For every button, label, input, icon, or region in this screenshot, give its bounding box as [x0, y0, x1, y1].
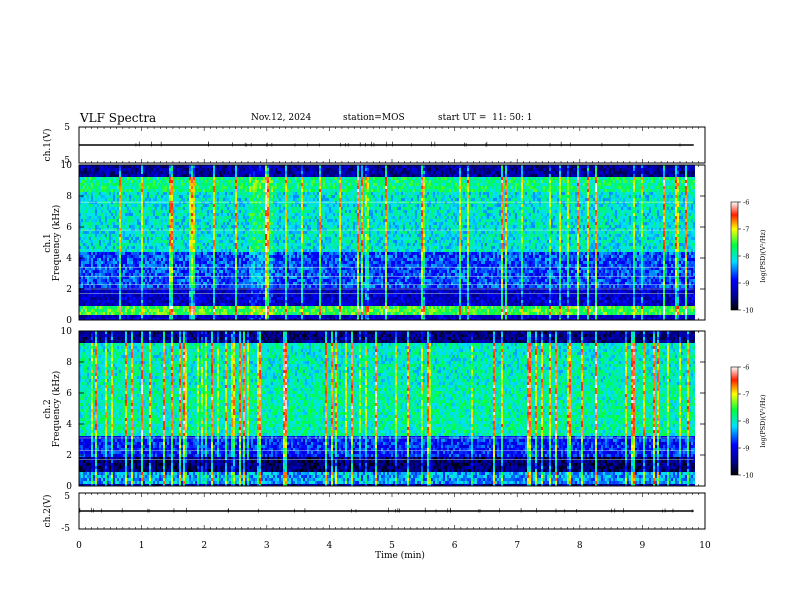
ch1-voltage-tick-bottom: -5: [61, 156, 70, 166]
ch1-voltage-ylabel: ch.1(V): [42, 129, 53, 162]
time-tick-label: 5: [389, 541, 395, 551]
colorbar-tick-label: -6: [743, 364, 749, 372]
colorbar-tick-label: -8: [743, 418, 749, 426]
time-tick-label: 9: [640, 541, 646, 551]
date-label: Nov.12, 2024: [251, 113, 311, 123]
time-tick-label: 10: [699, 541, 711, 551]
time-tick-label: 8: [577, 541, 583, 551]
ch1-colorbar-label: log(PSD)(V²/Hz): [759, 229, 767, 282]
ch1-frequency-ylabel: Frequency (kHz): [51, 205, 62, 282]
start-time-label: start UT = 11: 50: 1: [438, 113, 533, 123]
time-tick-label: 7: [514, 541, 520, 551]
chart-title: VLF Spectra: [80, 111, 156, 125]
ch1-colorbar-ramp: [730, 201, 739, 311]
colorbar-tick-label: -8: [743, 253, 749, 261]
time-tick-label: 2: [201, 541, 207, 551]
freq-tick-label: 4: [66, 420, 72, 430]
colorbar-tick-label: -6: [743, 199, 749, 207]
colorbar-tick-label: -7: [743, 226, 749, 234]
time-tick-label: 4: [327, 541, 333, 551]
freq-tick-label: 0: [66, 482, 72, 492]
ch2-colorbar-ramp: [730, 366, 739, 476]
ch1-spectrogram-panel: 0 2 4 6 8 10 ch.1 Frequency (kHz): [43, 161, 706, 326]
ch1-spectrogram-image: [79, 165, 695, 320]
freq-tick-label: 10: [61, 327, 73, 337]
freq-tick-label: 4: [66, 254, 72, 264]
ch2-voltage-tick-bottom: -5: [61, 524, 70, 534]
ch2-colorbar: -6 -7 -8 -9 -10 log(PSD)(V²/Hz): [730, 364, 767, 480]
colorbar-tick-label: -9: [743, 280, 749, 288]
colorbar-tick-label: -10: [743, 472, 753, 480]
ch2-spectrogram-frame: [78, 330, 706, 487]
freq-tick-label: 10: [61, 161, 73, 171]
ch1-spectrogram-label: ch.1: [43, 233, 53, 252]
ch2-spectrogram-image: [79, 331, 695, 486]
freq-tick-label: 8: [66, 358, 72, 368]
ch2-voltage-tick-top: 5: [64, 492, 70, 502]
ch2-voltage-ylabel: ch.2(V): [42, 495, 53, 528]
freq-tick-label: 0: [66, 316, 72, 326]
colorbar-tick-label: -9: [743, 445, 749, 453]
colorbar-tick-label: -7: [743, 391, 749, 399]
ch2-frequency-ylabel: Frequency (kHz): [51, 371, 62, 448]
ch2-spectrogram-label: ch.2: [43, 399, 53, 418]
freq-tick-label: 2: [66, 285, 72, 295]
time-tick-label: 3: [264, 541, 270, 551]
ch1-colorbar: -6 -7 -8 -9 -10 log(PSD)(V²/Hz): [730, 199, 767, 315]
freq-tick-label: 2: [66, 451, 72, 461]
time-tick-label: 1: [139, 541, 145, 551]
time-tick-label: 0: [76, 541, 82, 551]
ch2-spectrogram-panel: 0 2 4 6 8 10 ch.2 Frequency (kHz): [43, 327, 706, 492]
colorbar-tick-label: -10: [743, 307, 753, 315]
time-tick-label: 6: [452, 541, 458, 551]
ch1-voltage-tick-top: 5: [64, 123, 70, 133]
freq-tick-label: 6: [66, 389, 72, 399]
station-label: station=MOS: [343, 113, 405, 123]
freq-tick-label: 8: [66, 192, 72, 202]
freq-tick-label: 6: [66, 223, 72, 233]
ch2-colorbar-label: log(PSD)(V²/Hz): [759, 394, 767, 447]
time-axis-label: Time (min): [375, 550, 425, 561]
ch1-spectrogram-frame: [78, 164, 706, 321]
